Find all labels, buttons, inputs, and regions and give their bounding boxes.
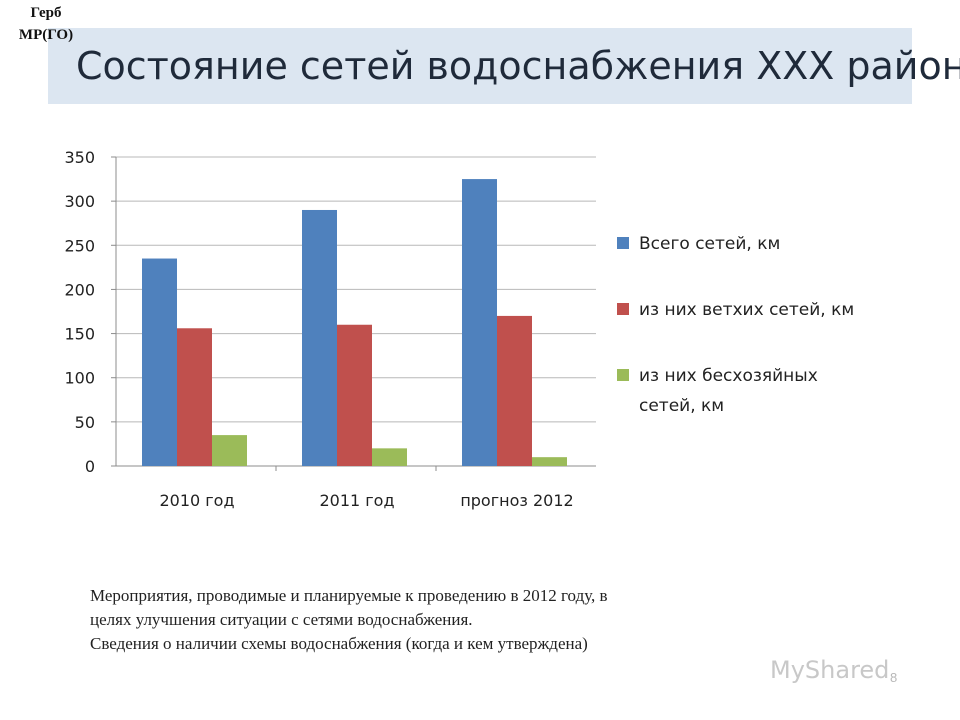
page-number: 8 (890, 670, 898, 685)
legend-label: Всего сетей, км (639, 234, 780, 254)
x-tick-label: 2010 год (159, 491, 234, 510)
y-tick-label: 100 (64, 369, 95, 388)
bar (337, 324, 372, 466)
bar (532, 457, 567, 466)
y-tick-label: 0 (85, 457, 95, 476)
caption: Мероприятия, проводимые и планируемые к … (90, 584, 850, 656)
y-tick-label: 150 (64, 325, 95, 344)
x-tick-label: 2011 год (319, 491, 394, 510)
y-tick-label: 200 (64, 280, 95, 299)
y-tick-label: 50 (75, 413, 95, 432)
caption-line2: целях улучшения ситуации с сетями водосн… (90, 610, 473, 629)
emblem-placeholder: Герб МР(ГО) (6, 2, 86, 46)
x-tick-label: прогноз 2012 (460, 491, 573, 510)
bar (177, 328, 212, 466)
page-title: Состояние сетей водоснабжения XXX района (76, 44, 960, 88)
legend-label: из них ветхих сетей, км (639, 300, 854, 320)
legend-swatch (617, 303, 629, 315)
legend-label: из них бесхозяйных сетей, км (639, 366, 818, 416)
bar (142, 258, 177, 466)
watermark: MyShared (770, 656, 890, 684)
bar (212, 435, 247, 466)
bar (497, 315, 532, 466)
y-tick-label: 300 (64, 192, 95, 211)
caption-line1: Мероприятия, проводимые и планируемые к … (90, 586, 608, 605)
legend-swatch (617, 369, 629, 381)
title-bar (48, 28, 912, 104)
emblem-line1: Герб (30, 5, 62, 21)
bar (302, 209, 337, 466)
y-tick-label: 250 (64, 236, 95, 255)
bar (462, 179, 497, 467)
bar-chart: 0 50 100 150 200 250 300 350 2010 год 2011 год про… (64, 148, 854, 510)
bar (372, 448, 407, 466)
y-tick-label: 350 (64, 148, 95, 167)
caption-line3: Сведения о наличии схемы водоснабжения (… (90, 634, 588, 653)
legend-swatch (617, 237, 629, 249)
emblem-line2: МР(ГО) (18, 27, 74, 43)
